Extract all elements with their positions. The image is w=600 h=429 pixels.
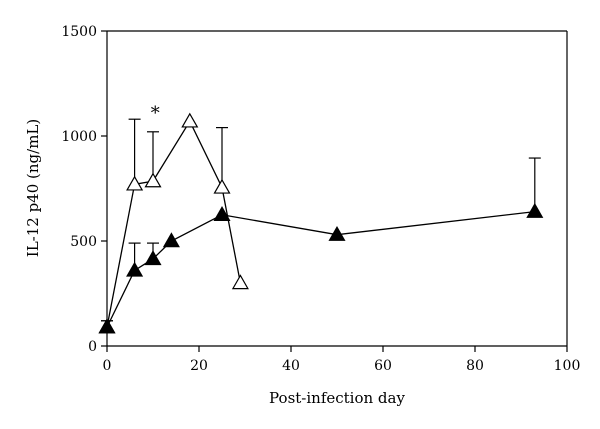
x-ticks: 0 20 40 60 80 100 <box>103 346 581 374</box>
y-ticks: 0 500 1000 1500 <box>61 24 107 355</box>
significance-marker: * <box>151 103 160 124</box>
x-axis-label: Post-infection day <box>269 389 405 407</box>
data-point <box>162 232 180 248</box>
y-axis-label: IL-12 p40 (ng/mL) <box>24 119 42 257</box>
series-1 <box>98 112 249 334</box>
y-tick-label: 500 <box>70 234 97 250</box>
data-point <box>126 261 144 277</box>
data-point <box>526 202 544 218</box>
data-point <box>144 250 162 266</box>
y-tick-label: 1000 <box>61 129 97 145</box>
x-tick-label: 80 <box>466 358 484 374</box>
x-tick-label: 20 <box>190 358 208 374</box>
plot-frame <box>106 30 568 347</box>
y-tick-label: 1500 <box>61 24 97 40</box>
x-tick-label: 40 <box>282 358 300 374</box>
series-2 <box>98 157 544 334</box>
x-tick-label: 0 <box>103 358 112 374</box>
data-point <box>181 112 199 128</box>
data-point <box>98 318 116 334</box>
series-layer <box>98 112 544 334</box>
data-point <box>231 274 249 290</box>
x-tick-label: 100 <box>554 358 581 374</box>
y-tick-label: 0 <box>88 339 97 355</box>
series-line <box>106 119 242 328</box>
data-point <box>328 225 346 241</box>
data-point <box>213 178 231 194</box>
x-tick-label: 60 <box>374 358 392 374</box>
data-point <box>126 175 144 191</box>
data-point <box>144 172 162 188</box>
series-line <box>106 210 535 328</box>
data-point <box>213 206 231 221</box>
annotation-layer: * <box>151 103 160 124</box>
